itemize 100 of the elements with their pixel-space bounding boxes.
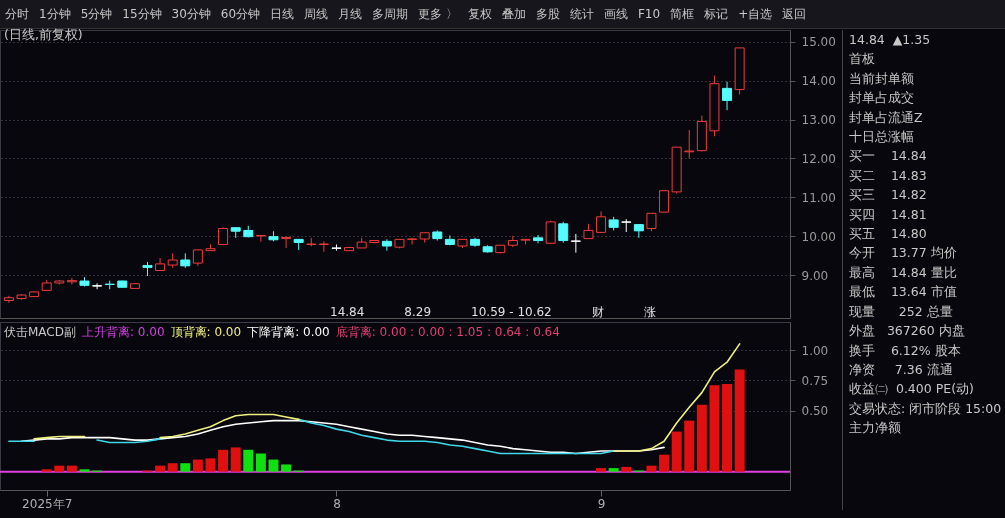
text: 更多 〉 [417,5,459,23]
candlestick [507,235,518,248]
text: 买三 14.82 [849,186,928,205]
text: 复权 [466,5,493,23]
text: 净资 7.36 流通 [849,360,954,379]
bar [255,453,266,472]
bar [79,469,90,472]
bar [243,449,254,472]
text: F10 [636,7,662,21]
bar [268,459,279,472]
bar [722,384,733,472]
text: 最高 14.84 量比 [849,263,958,282]
bar [155,465,166,472]
text: 收益㈡ 0.400 PE(动) [849,380,975,399]
text: 十日总涨幅 [849,128,915,147]
text: 30分钟 [170,5,212,23]
bar [66,465,77,472]
text: 60分钟 [219,5,262,23]
text: 封单占流通Z [849,108,924,127]
candlestick [570,233,581,254]
candlestick [92,282,103,290]
annotation: 下降背离: 0.00 [247,325,330,339]
bar [659,454,670,472]
y-tick-label: 15.00 [801,35,836,50]
text: 统计 [568,5,595,23]
text: 多周期 [371,5,410,23]
x-tick-label: 9 [597,496,606,511]
text: 简框 [669,5,696,23]
candlestick [558,221,569,243]
text: 买五 14.80 [849,225,928,244]
y-tick-label: 9.00 [801,268,829,283]
text: 首板 [849,50,876,69]
y-tick-label: 14.00 [801,74,836,89]
annotation: 顶背离: 0.00 [170,325,242,339]
candlestick [318,240,329,253]
bar [180,463,191,472]
candlestick [381,238,392,252]
bar [192,459,203,472]
bar [608,468,619,472]
text: 叠加 [500,5,527,23]
y-tick-label: 13.00 [801,113,836,128]
candlestick [659,190,670,213]
candlestick [722,81,733,111]
text: 封单占成交 [849,89,915,108]
candlestick [684,129,695,159]
annotation: 8.29 [404,305,432,319]
y-tick-label: 0.50 [801,404,829,419]
bar [218,449,229,472]
text: 标记 [703,5,730,23]
y-tick-label: 10.00 [801,229,836,244]
candlestick [281,236,292,249]
text: 返回 [781,5,808,23]
bar [646,465,657,472]
candlestick [533,234,544,244]
bar [734,369,745,472]
text: 5分钟 [79,5,114,23]
text: 今开 13.77 均价 [849,244,958,263]
annotation: 上升背离: 0.00 [81,325,165,339]
bar [671,431,682,472]
text: 当前封单额 [849,69,915,88]
annotation: 财 [591,305,604,319]
text: 分时 [4,5,30,23]
text: 买一 14.84 [849,147,928,166]
y-tick-label: 0.75 [801,373,829,388]
text: +自选 [737,5,774,23]
chart-title: (日线,前复权) [4,27,83,42]
x-tick-label: 2025年7 [22,496,73,511]
y-tick-label: 1.00 [801,343,829,358]
text: 现量 252 总量 [849,302,954,321]
bar [696,404,707,472]
text: 多股 [534,5,561,23]
annotation: 10.59 - 10.62 [471,305,552,319]
bar [684,420,695,472]
annotation: 14.84 [330,305,365,319]
bar [230,447,241,472]
bar [41,469,52,472]
bar [54,465,65,472]
text: 最低 13.64 市值 [849,283,958,302]
bar [281,464,292,472]
text: 换手 6.12% 股本 [849,341,962,360]
chart-title: 伏击MACD副 [4,325,76,339]
bar [596,468,607,472]
candlestick [255,234,266,243]
text: 15分钟 [121,5,163,23]
text: 1分钟 [38,5,72,23]
y-tick-label: 12.00 [801,151,836,166]
text: 外盘 367260 内盘 [849,322,966,341]
y-tick-label: 11.00 [801,190,836,205]
bar [621,466,632,472]
bar [205,458,216,472]
text: 画线 [602,5,629,23]
bar [709,385,720,472]
candlestick [407,237,418,245]
text: 月线 [337,5,364,23]
annotation: 底背离: 0.00 : 0.00 : 1.05 : 0.64 : 0.64 [335,325,560,339]
text: 主力净额 [849,419,902,438]
candlestick [66,277,77,286]
text: 14.84 ▲1.35 [849,31,932,49]
text: 买二 14.83 [849,166,928,185]
candlestick [633,224,644,239]
